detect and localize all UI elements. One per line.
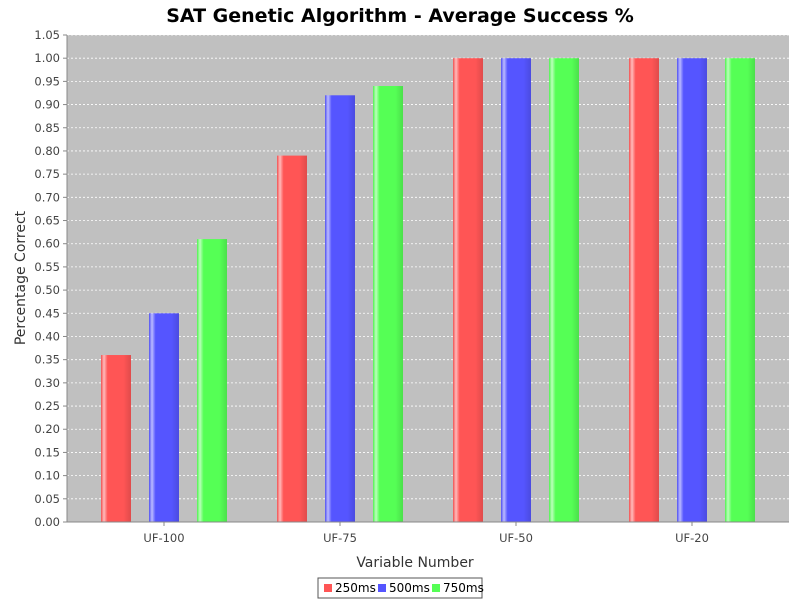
bar-750ms-UF-20	[725, 58, 755, 522]
bar-250ms-UF-50	[453, 58, 483, 522]
y-tick-label: 0.10	[34, 469, 60, 483]
legend-label-500ms: 500ms	[389, 581, 430, 595]
y-tick-label: 0.35	[34, 353, 60, 367]
bar-500ms-UF-50	[501, 58, 531, 522]
y-axis-title: Percentage Correct	[13, 210, 29, 345]
y-tick-label: 0.70	[34, 190, 60, 204]
legend-swatch-500ms	[378, 584, 386, 592]
y-tick-label: 1.05	[34, 28, 60, 42]
legend-swatch-250ms	[324, 584, 332, 592]
x-axis-title: Variable Number	[356, 555, 474, 571]
bar-500ms-UF-100	[149, 313, 179, 522]
y-tick-label: 0.45	[34, 306, 60, 320]
bar-500ms-UF-75	[325, 95, 355, 523]
bar-500ms-UF-20	[677, 58, 707, 522]
x-tick-label: UF-75	[323, 531, 357, 545]
y-tick-label: 0.95	[34, 74, 60, 88]
y-tick-label: 0.15	[34, 445, 60, 459]
legend-label-250ms: 250ms	[335, 581, 376, 595]
bar-750ms-UF-75	[373, 86, 403, 523]
y-tick-label: 0.50	[34, 283, 60, 297]
y-tick-label: 0.00	[34, 515, 60, 529]
y-tick-label: 0.30	[34, 376, 60, 390]
y-tick-label: 0.25	[34, 399, 60, 413]
bar-250ms-UF-100	[101, 355, 131, 522]
legend: 250ms 500ms 750ms	[317, 577, 484, 599]
y-tick-label: 0.40	[34, 329, 60, 343]
y-tick-label: 0.60	[34, 237, 60, 251]
y-tick-label: 0.85	[34, 121, 60, 135]
bar-250ms-UF-75	[277, 155, 307, 523]
legend-box	[317, 577, 483, 599]
plot-area	[67, 35, 789, 522]
gridlines	[67, 34, 789, 500]
bars	[101, 58, 755, 523]
x-axis: UF-100 UF-75 UF-50 UF-20	[143, 522, 709, 545]
x-tick-label: UF-20	[675, 531, 709, 545]
y-tick-label: 0.05	[34, 492, 60, 506]
bar-250ms-UF-20	[629, 58, 659, 522]
y-tick-label: 0.55	[34, 260, 60, 274]
legend-swatch-750ms	[432, 584, 440, 592]
chart-title: SAT Genetic Algorithm - Average Success …	[166, 5, 634, 27]
bar-750ms-UF-50	[549, 58, 579, 522]
legend-label-750ms: 750ms	[443, 581, 484, 595]
y-axis: 0.00 0.05 0.10 0.15 0.20 0.25 0.30 0.35 0.40 0.45…	[34, 28, 67, 529]
x-tick-label: UF-100	[143, 531, 184, 545]
x-tick-label: UF-50	[499, 531, 533, 545]
y-tick-label: 0.90	[34, 98, 60, 112]
y-tick-label: 0.75	[34, 167, 60, 181]
y-tick-label: 0.80	[34, 144, 60, 158]
y-tick-label: 0.20	[34, 422, 60, 436]
y-tick-label: 0.65	[34, 214, 60, 228]
bar-750ms-UF-100	[197, 239, 227, 523]
y-tick-label: 1.00	[34, 51, 60, 65]
